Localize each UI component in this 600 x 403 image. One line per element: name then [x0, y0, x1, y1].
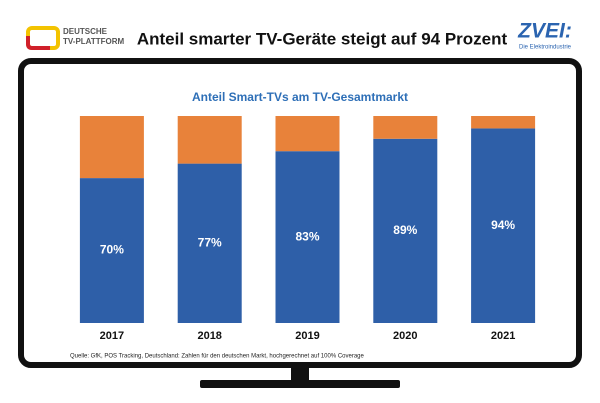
bar-segment [79, 178, 144, 323]
logo-right: ZVEI: [517, 20, 572, 43]
plot: 70% 2017 77% 2018 83% 2019 89% 2020 94% 2021 [79, 116, 536, 342]
bar-segment [177, 163, 242, 323]
x-tick-label: 2019 [295, 330, 319, 342]
chart-subtitle: Anteil Smart-TVs am TV-Gesamtmarkt [192, 90, 408, 104]
source-note: Quelle: GfK, POS Tracking, Deutschland: … [70, 354, 364, 360]
logo-text: DEUTSCHE [63, 27, 108, 36]
logo-left: DEUTSCHE TV-PLATTFORM [26, 26, 125, 50]
bar-segment [373, 116, 438, 139]
tv-neck [291, 368, 309, 380]
bar-segment [79, 116, 144, 179]
logo-right-sub: Die Elektroindustrie [519, 45, 572, 51]
value-label: 83% [295, 229, 319, 243]
logo-text: TV-PLATTFORM [63, 37, 125, 46]
x-tick-label: 2020 [393, 330, 417, 342]
value-label: 70% [100, 243, 124, 257]
bar-segment [275, 151, 340, 323]
bar-segment [177, 116, 242, 164]
chart-title: Anteil smarter TV-Geräte steigt auf 94 P… [137, 29, 508, 48]
x-tick-label: 2017 [100, 330, 124, 342]
x-tick-label: 2021 [491, 330, 515, 342]
value-label: 94% [491, 218, 515, 232]
bar-segment [471, 128, 536, 323]
bar-segment [471, 116, 536, 129]
x-tick-label: 2018 [197, 330, 221, 342]
bar-segment [275, 116, 340, 152]
value-label: 77% [198, 235, 222, 249]
logo-icon [26, 36, 50, 50]
bar-segment [373, 138, 438, 323]
tv-stand [200, 380, 400, 388]
value-label: 89% [393, 223, 417, 237]
